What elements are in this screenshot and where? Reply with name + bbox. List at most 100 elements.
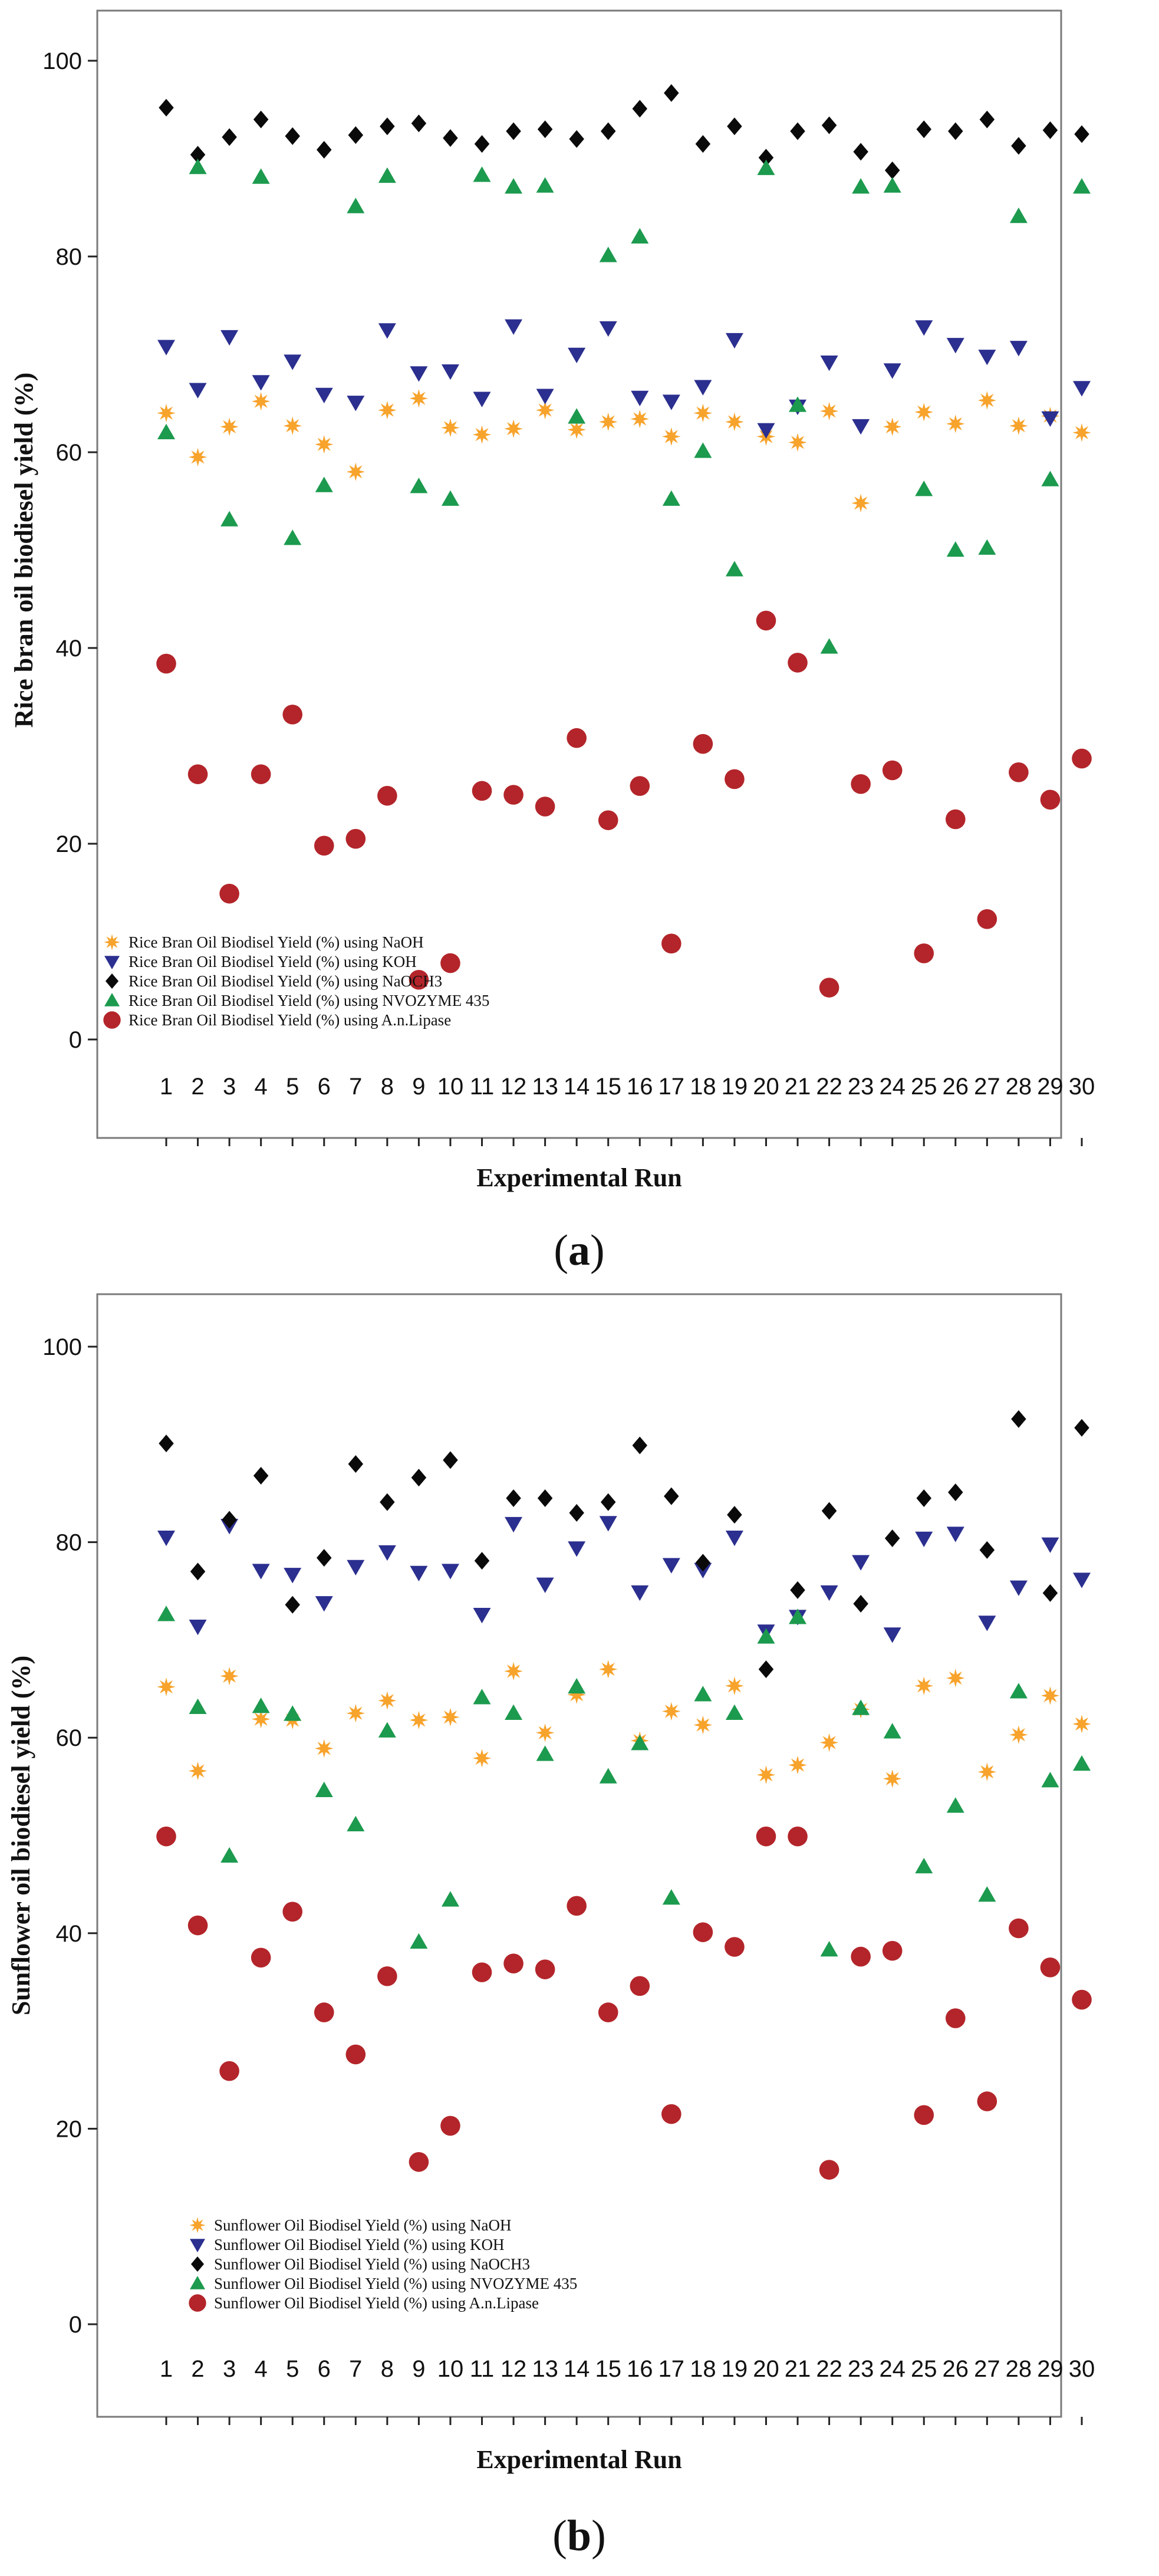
chart-b-point-NaOH xyxy=(1072,1715,1091,1733)
chart-a-point-NaOH xyxy=(409,389,429,408)
chart-a-point-NVOZYME xyxy=(599,246,617,262)
chart-b-point-NVOZYME xyxy=(662,1889,680,1905)
chart-a-point-KOH xyxy=(252,375,270,391)
chart-a-point-Lipase xyxy=(187,764,208,784)
chart-a-point-Lipase xyxy=(440,953,460,973)
chart-a-point-NaOCH3 xyxy=(727,117,742,136)
chart-a-point-Lipase xyxy=(977,909,997,929)
chart-b-series-NaOH xyxy=(157,1660,1091,1788)
chart-b-point-Lipase xyxy=(535,1959,555,1979)
chart-a-point-NaOCH3 xyxy=(1011,137,1026,155)
chart-a-point-NaOH xyxy=(630,409,649,429)
chart-a-xtick-label: 15 xyxy=(595,1074,621,1100)
chart-b-ytick-label: 60 xyxy=(56,1725,83,1751)
chart-a-point-NaOCH3 xyxy=(190,146,206,164)
chart-a-point-NVOZYME xyxy=(631,228,649,244)
chart-b-xtick-label: 17 xyxy=(658,2356,685,2382)
chart-b-xtick-label: 4 xyxy=(255,2356,268,2382)
chart-a-point-KOH xyxy=(347,396,365,412)
chart-a-xtick-label: 24 xyxy=(879,1074,906,1100)
chart-b-xtick-label: 20 xyxy=(753,2356,779,2382)
chart-b-point-NVOZYME xyxy=(536,1745,554,1761)
chart-b-point-NaOH xyxy=(819,1733,839,1752)
chart-b-legend-entry: Sunflower Oil Biodisel Yield (%) using N… xyxy=(214,2275,577,2292)
chart-b-point-NaOCH3 xyxy=(600,1493,616,1511)
chart-b-point-NVOZYME xyxy=(915,1858,933,1874)
chart-a-xtick-label: 26 xyxy=(943,1074,969,1100)
chart-a-point-NVOZYME xyxy=(694,442,712,458)
chart-b-point-NaOH xyxy=(251,1709,271,1729)
chart-a-point-NaOCH3 xyxy=(569,130,584,148)
chart-b-point-NVOZYME xyxy=(789,1608,807,1624)
chart-a-y-axis-title: Rice bran oil biodiesel yield (%) xyxy=(9,373,38,728)
chart-a-point-NaOH xyxy=(725,412,744,432)
chart-b-point-KOH xyxy=(568,1541,586,1557)
chart-a-point-Lipase xyxy=(409,969,429,990)
chart-a-point-NaOCH3 xyxy=(758,149,774,167)
chart-b-point-NaOCH3 xyxy=(948,1483,963,1502)
chart-b-point-NaOCH3 xyxy=(853,1595,868,1613)
chart-a-point-NaOH xyxy=(567,420,586,439)
chart-b-point-KOH xyxy=(915,1531,933,1547)
chart-a-point-KOH xyxy=(694,380,712,396)
chart-a-legend-marker-KOH xyxy=(104,956,120,969)
chart-a-legend-entry: Rice Bran Oil Biodisel Yield (%) using A… xyxy=(129,1011,451,1029)
chart-a-point-NVOZYME xyxy=(378,167,396,183)
chart-b-point-NaOH xyxy=(662,1702,681,1721)
chart-a-point-Lipase xyxy=(756,610,776,631)
chart-a-series-NaOH xyxy=(157,389,1091,513)
chart-a-point-KOH xyxy=(725,333,743,349)
chart-b-point-NaOCH3 xyxy=(569,1504,584,1522)
chart-b-point-Lipase xyxy=(945,2008,966,2028)
chart-a-point-KOH xyxy=(631,390,649,407)
chart-b-ytick-label: 20 xyxy=(56,2116,83,2142)
chart-a-point-Lipase xyxy=(282,705,303,725)
chart-a-xtick-label: 12 xyxy=(501,1074,527,1100)
chart-b-point-NVOZYME xyxy=(946,1797,964,1813)
chart-b-point-KOH xyxy=(473,1608,491,1624)
chart-b-xtick-label: 24 xyxy=(879,2356,906,2382)
chart-a-point-Lipase xyxy=(630,776,650,796)
chart-a-xtick-label: 4 xyxy=(255,1074,268,1100)
chart-a-xtick-label: 7 xyxy=(349,1074,362,1100)
chart-b-point-Lipase xyxy=(914,2105,934,2125)
chart-a-point-NVOZYME xyxy=(473,166,491,182)
chart-a-point-KOH xyxy=(189,383,207,399)
chart-a-point-NaOCH3 xyxy=(664,84,679,102)
chart-b-point-KOH xyxy=(1073,1572,1091,1588)
chart-b-series-NaOCH3 xyxy=(159,1410,1089,1679)
chart-b-point-KOH xyxy=(978,1616,996,1631)
chart-b-point-Lipase xyxy=(314,2002,334,2022)
chart-b-point-NaOH xyxy=(788,1755,807,1775)
chart-b-point-NaOCH3 xyxy=(506,1489,521,1507)
chart-b-point-Lipase xyxy=(977,2091,997,2111)
chart-a-legend-marker-NaOCH3 xyxy=(105,973,119,989)
chart-b-xtick-label: 6 xyxy=(318,2356,331,2382)
chart-a-point-NVOZYME xyxy=(252,168,270,184)
chart-a-point-Lipase xyxy=(219,883,239,904)
chart-b-point-Lipase xyxy=(882,1940,903,1961)
chart-a-point-KOH xyxy=(852,419,870,435)
chart-a-point-NaOH xyxy=(851,494,870,513)
chart-b-legend: Sunflower Oil Biodisel Yield (%) using N… xyxy=(189,2216,577,2312)
chart-a-point-KOH xyxy=(441,364,459,380)
chart-b-panel-label: (b) xyxy=(552,2512,605,2560)
chart-b-point-NaOH xyxy=(946,1669,965,1687)
chart-a-point-NVOZYME xyxy=(441,490,459,506)
chart-a-legend-marker-Lipase xyxy=(103,1011,121,1029)
chart-a-point-KOH xyxy=(315,387,333,404)
chart-b-xtick-label: 11 xyxy=(470,2356,495,2382)
chart-b-point-KOH xyxy=(820,1585,838,1601)
chart-b-point-KOH xyxy=(1009,1580,1028,1596)
chart-b-xtick-label: 26 xyxy=(943,2356,969,2382)
chart-a-point-Lipase xyxy=(156,653,176,674)
chart-a-point-Lipase xyxy=(945,809,966,830)
chart-a-xtick-label: 14 xyxy=(564,1074,590,1100)
chart-b-legend-marker-KOH xyxy=(190,2239,205,2252)
chart-a-point-NVOZYME xyxy=(662,490,680,506)
chart-b-ytick-label: 40 xyxy=(56,1921,83,1947)
chart-a-point-NVOZYME xyxy=(189,158,207,175)
chart-a-point-NaOH xyxy=(662,427,681,446)
chart-a-point-KOH xyxy=(536,389,554,404)
chart-b-xtick-label: 18 xyxy=(690,2356,716,2382)
